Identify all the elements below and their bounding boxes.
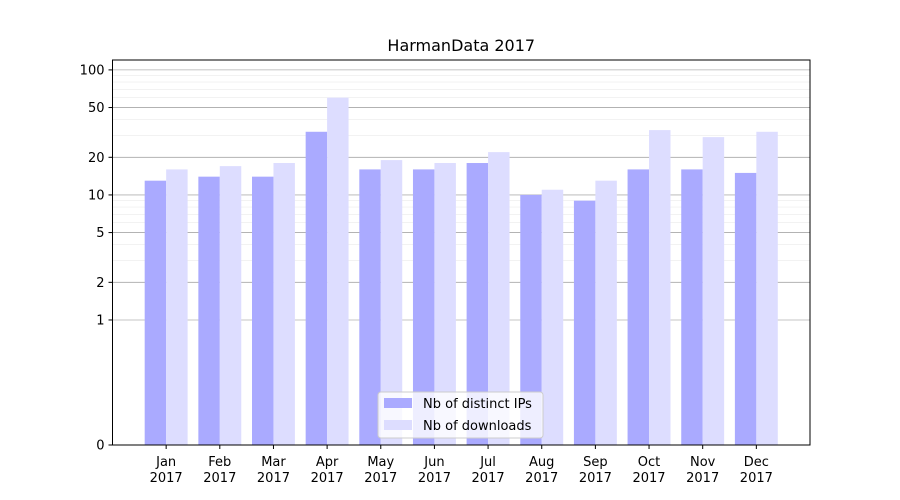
bar-distinct-ips-9 [627,169,650,445]
y-tick-label: 2 [96,276,104,291]
bars-layer [144,97,778,445]
bar-downloads-6 [488,152,510,445]
y-axis: 0 1 2 5 10 20 50 100 [80,63,113,454]
x-tick-label: Feb 2017 [203,455,236,486]
bar-distinct-ips-10 [681,169,703,445]
y-tick-label: 10 [88,188,105,203]
legend-swatch-downloads [384,420,412,430]
bar-downloads-11 [756,131,778,445]
bar-distinct-ips-3 [305,131,328,445]
bar-downloads-1 [219,166,242,445]
bar-distinct-ips-4 [359,169,381,445]
chart-title: HarmanData 2017 [387,36,535,55]
x-tick-label: Aug 2017 [525,455,558,486]
bar-downloads-8 [595,180,617,445]
bar-distinct-ips-11 [734,172,757,445]
bar-downloads-10 [702,137,725,445]
x-tick-label: Jan 2017 [150,455,183,486]
bar-distinct-ips-8 [573,200,596,445]
bar-downloads-5 [434,163,456,445]
x-tick-label: Jul 2017 [472,455,505,486]
bar-downloads-0 [166,169,188,445]
plot-frame [112,59,811,446]
x-tick-label: Oct 2017 [632,455,665,486]
bar-distinct-ips-2 [252,176,274,445]
legend: Nb of distinct IPs Nb of downloads [377,391,544,439]
x-axis: Jan 2017 Feb 2017 Mar 2017 Apr 2017 May 2017 Jun 20… [150,445,773,486]
bar-downloads-7 [541,189,564,445]
legend-swatch-distinct-ips [384,398,412,408]
legend-box [377,391,544,439]
bar-downloads-3 [327,97,349,445]
x-tick-label: Mar 2017 [257,455,290,486]
bar-distinct-ips-5 [412,169,435,445]
bar-distinct-ips-7 [520,194,542,445]
bar-downloads-2 [273,163,295,445]
x-tick-label: Apr 2017 [311,455,344,486]
y-tick-label: 5 [96,226,104,241]
y-tick-label: 1 [96,313,104,328]
legend-label-downloads: Nb of downloads [423,419,532,434]
x-tick-label: Dec 2017 [740,455,773,486]
y-tick-label: 100 [80,63,105,78]
legend-label-distinct-ips: Nb of distinct IPs [423,397,532,412]
x-tick-label: Nov 2017 [686,455,719,486]
bar-distinct-ips-1 [198,176,220,445]
bar-downloads-9 [649,130,671,445]
bar-downloads-4 [380,160,403,445]
x-tick-label: May 2017 [364,455,397,486]
y-tick-label: 20 [88,151,105,166]
x-tick-label: Jun 2017 [418,455,451,486]
bar-distinct-ips-0 [144,180,167,445]
bar-distinct-ips-6 [466,163,489,445]
y-tick-label: 0 [96,439,104,454]
y-tick-label: 50 [88,101,105,116]
x-tick-label: Sep 2017 [579,455,612,486]
